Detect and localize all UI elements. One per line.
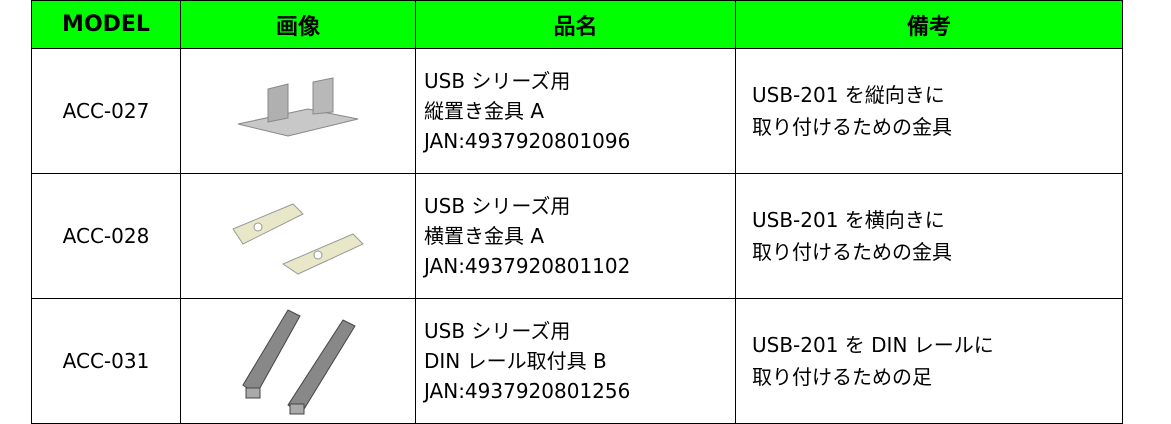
text: USB-201 を横向きに [752,208,945,232]
product-image [237,76,359,137]
text: USB-201 を DIN レールに [752,333,994,357]
image-cell [180,48,416,174]
text: JAN:4937920801102 [424,254,631,278]
product-image [232,202,364,275]
image-cell [180,298,416,424]
text: 取り付けるための金具 [752,115,952,139]
row: ACC-027 USB シリーズ用 縦置き金具 A JAN:4937920801… [31,48,1123,174]
text: JAN:4937920801256 [424,379,631,403]
text: 縦置き金具 A [424,99,545,123]
product-name: USB シリーズ用 横置き金具 A JAN:4937920801102 [415,173,736,299]
text: USB シリーズ用 [424,319,571,343]
product-table: MODEL 画像 品名 備考 ACC-027 USB シリーズ用 縦置き金具 A… [31,0,1123,424]
header-cell: 品名 [415,0,736,49]
row: ACC-028 USB シリーズ用 横置き金具 A JAN:4937920801… [31,173,1123,299]
text: USB シリーズ用 [424,69,571,93]
product-name: USB シリーズ用 DIN レール取付具 B JAN:4937920801256 [415,298,736,424]
header-cell: 備考 [735,0,1123,49]
text: USB シリーズ用 [424,194,571,218]
note: USB-201 を縦向きに 取り付けるための金具 [735,48,1123,174]
product-image [242,308,356,415]
model: ACC-027 [31,48,181,174]
product-name: USB シリーズ用 縦置き金具 A JAN:4937920801096 [415,48,736,174]
text: JAN:4937920801096 [424,129,631,153]
text: 取り付けるための金具 [752,240,952,264]
header-row: MODEL 画像 品名 備考 [31,0,1123,49]
text: 取り付けるための足 [752,365,932,389]
note: USB-201 を DIN レールに 取り付けるための足 [735,298,1123,424]
note: USB-201 を横向きに 取り付けるための金具 [735,173,1123,299]
model: ACC-028 [31,173,181,299]
image-cell [180,173,416,299]
model: ACC-031 [31,298,181,424]
header-cell: MODEL [31,0,181,49]
row: ACC-031 USB シリーズ用 DIN レール取付具 B JAN:49379… [31,298,1123,424]
text: 横置き金具 A [424,224,545,248]
header-cell: 画像 [180,0,416,49]
text: DIN レール取付具 B [424,349,607,373]
text: USB-201 を縦向きに [752,83,945,107]
